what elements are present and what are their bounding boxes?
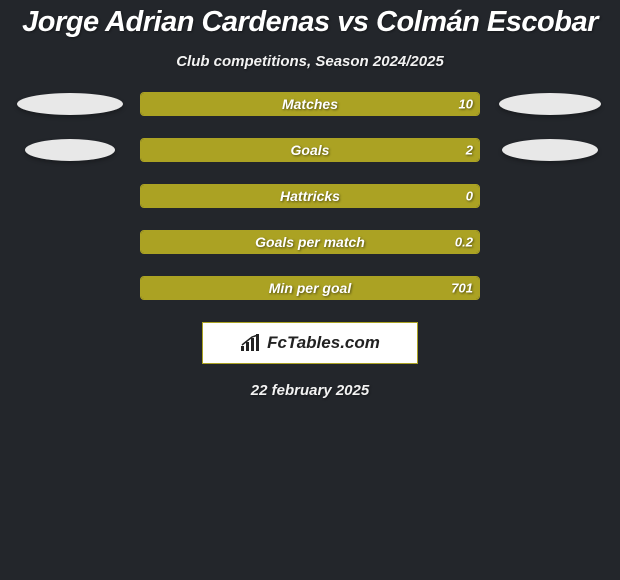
stat-value: 701 bbox=[451, 281, 473, 296]
stat-bar: Matches 10 bbox=[140, 92, 480, 116]
player2-ellipse bbox=[499, 93, 601, 115]
stat-bar: Hattricks 0 bbox=[140, 184, 480, 208]
player1-ellipse bbox=[17, 93, 123, 115]
stat-row: Goals 2 bbox=[0, 138, 620, 162]
left-ellipse-wrapper bbox=[0, 93, 140, 115]
page-title: Jorge Adrian Cardenas vs Colmán Escobar bbox=[0, 0, 620, 39]
stat-row: Min per goal 701 bbox=[0, 276, 620, 300]
subtitle: Club competitions, Season 2024/2025 bbox=[0, 53, 620, 70]
stat-row: Hattricks 0 bbox=[0, 184, 620, 208]
logo-text: FcTables.com bbox=[267, 333, 380, 353]
stat-value: 0 bbox=[466, 189, 473, 204]
stat-bar: Goals per match 0.2 bbox=[140, 230, 480, 254]
player2-ellipse bbox=[502, 139, 598, 161]
logo-content: FcTables.com bbox=[240, 333, 380, 353]
stat-row: Matches 10 bbox=[0, 92, 620, 116]
comparison-card: Jorge Adrian Cardenas vs Colmán Escobar … bbox=[0, 0, 620, 580]
stat-value: 2 bbox=[466, 143, 473, 158]
logo-box: FcTables.com bbox=[202, 322, 418, 364]
stat-bar: Min per goal 701 bbox=[140, 276, 480, 300]
stat-label: Goals bbox=[291, 142, 330, 158]
stats-area: Matches 10 Goals 2 Hattricks 0 Goals per match… bbox=[0, 92, 620, 300]
stat-label: Hattricks bbox=[280, 188, 340, 204]
date-line: 22 february 2025 bbox=[0, 382, 620, 399]
stat-row: Goals per match 0.2 bbox=[0, 230, 620, 254]
stat-value: 10 bbox=[459, 97, 473, 112]
player1-ellipse bbox=[25, 139, 115, 161]
stat-label: Matches bbox=[282, 96, 338, 112]
stat-value: 0.2 bbox=[455, 235, 473, 250]
stat-label: Min per goal bbox=[269, 280, 351, 296]
left-ellipse-wrapper bbox=[0, 139, 140, 161]
right-ellipse-wrapper bbox=[480, 93, 620, 115]
chart-icon bbox=[240, 334, 262, 352]
stat-bar: Goals 2 bbox=[140, 138, 480, 162]
stat-label: Goals per match bbox=[255, 234, 365, 250]
right-ellipse-wrapper bbox=[480, 139, 620, 161]
